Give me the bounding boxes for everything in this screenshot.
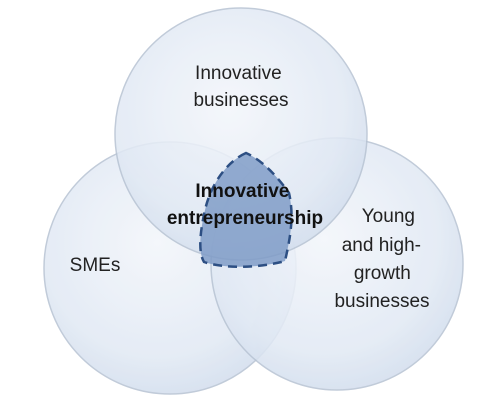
venn-intersection-shape [199,151,293,268]
label-smes: SMEs [70,255,121,276]
label-innovative-entrepreneurship: Innovative entrepreneurship [167,181,323,229]
label-young-high-growth: Young and high- growth businesses [334,206,429,312]
label-innovative-businesses: Innovative businesses [193,63,288,111]
